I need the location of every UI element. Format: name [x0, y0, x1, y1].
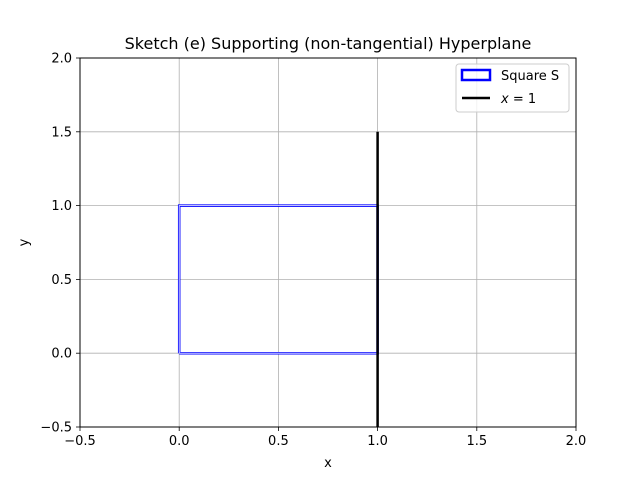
legend-label-square: Square S [501, 69, 559, 84]
x-tick-label: 1.5 [466, 434, 487, 449]
x-tick-label: 2.0 [566, 434, 587, 449]
x-axis-label: x [324, 456, 332, 471]
legend: Square S x = 1 [455, 63, 570, 113]
ticks: −0.5 0.0 0.5 1.0 1.5 2.0 −0.5 0.0 0.5 1.0 1.5 2.0 [40, 52, 586, 450]
y-tick-label: 0.5 [51, 273, 72, 288]
x-tick-label: 1.0 [367, 434, 388, 449]
x-tick-label: 0.5 [268, 434, 289, 449]
legend-label-hyperplane: x = 1 [500, 92, 536, 107]
chart-title: Sketch (e) Supporting (non-tangential) H… [125, 34, 532, 53]
legend-frame [455, 63, 570, 113]
x-tick-label: −0.5 [64, 434, 96, 449]
x-tick-label: 0.0 [169, 434, 190, 449]
y-tick-label: 1.0 [51, 199, 72, 214]
y-tick-label: 2.0 [51, 52, 72, 67]
y-tick-label: −0.5 [40, 421, 72, 436]
y-tick-label: 1.5 [51, 125, 72, 140]
y-tick-label: 0.0 [51, 347, 72, 362]
axes-frame [79, 57, 577, 428]
plot-series [177, 131, 379, 427]
y-axis-label: y [17, 238, 32, 246]
legend-square-marker [460, 68, 492, 82]
